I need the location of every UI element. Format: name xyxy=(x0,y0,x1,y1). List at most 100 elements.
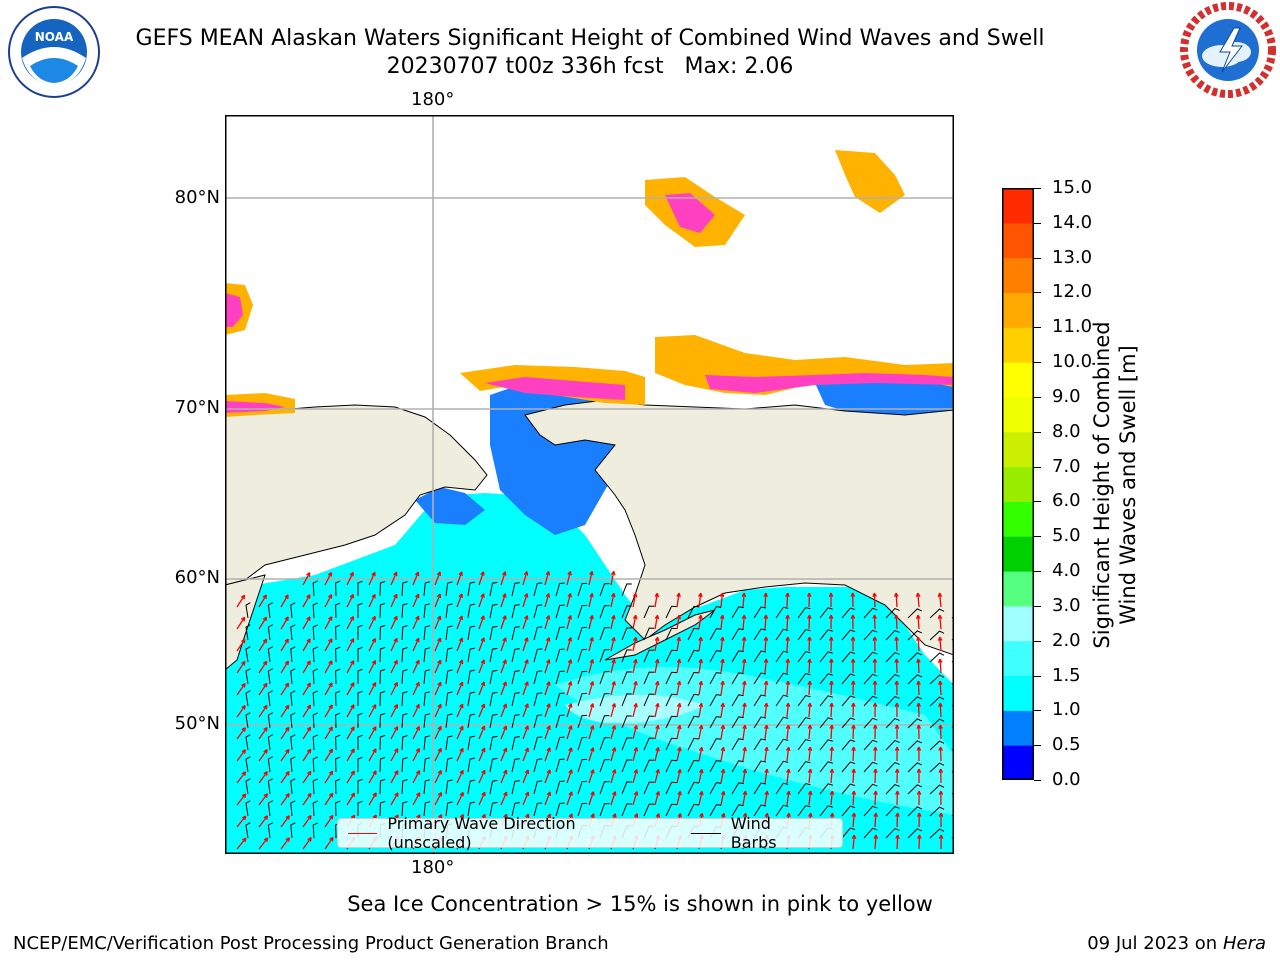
wave-direction-arrowhead xyxy=(567,659,573,664)
wind-barb xyxy=(357,624,363,641)
wind-barb xyxy=(907,608,923,619)
wave-direction-arrow xyxy=(786,636,789,652)
wind-barb xyxy=(445,625,453,641)
wave-direction-arrowhead xyxy=(241,682,246,688)
wave-direction-arrowhead xyxy=(698,636,703,642)
wave-direction-arrowhead xyxy=(873,746,878,751)
wind-barb xyxy=(357,668,363,685)
sea-ice-wrangel-pink xyxy=(225,293,243,327)
wave-direction-arrowhead xyxy=(872,724,878,729)
wave-direction-arrow xyxy=(742,703,746,718)
wind-barb xyxy=(577,802,588,817)
wave-direction-arrow xyxy=(346,638,355,652)
wave-direction-arrow xyxy=(610,703,616,718)
wind-barb xyxy=(753,760,767,773)
wave-direction-arrowhead xyxy=(764,724,769,730)
wave-direction-arrowhead xyxy=(698,658,703,664)
wave-direction-arrow xyxy=(390,748,399,762)
wind-barb xyxy=(312,712,318,729)
colorbar-cell xyxy=(1002,327,1034,363)
wave-direction-arrow xyxy=(764,592,767,608)
wave-direction-arrowhead xyxy=(937,636,943,642)
wind-barb xyxy=(467,581,476,597)
wind-barb xyxy=(401,779,408,795)
wave-direction-arrow xyxy=(676,791,681,806)
wave-direction-arrow xyxy=(456,703,464,718)
wave-direction-arrowhead xyxy=(699,790,704,796)
wave-direction-arrowhead xyxy=(263,704,268,710)
colorbar-cell xyxy=(1002,466,1034,502)
wave-direction-arrowhead xyxy=(828,636,834,641)
wave-direction-arrow xyxy=(324,616,333,630)
wind-barb xyxy=(841,827,856,839)
wave-direction-arrowhead xyxy=(307,837,312,842)
colorbar-tick-label: 13.0 xyxy=(1052,246,1093,268)
wind-barb xyxy=(643,605,655,619)
wave-direction-arrow xyxy=(874,768,877,784)
wind-barb xyxy=(467,603,476,619)
wave-direction-arrow xyxy=(786,769,790,784)
wind-barb xyxy=(555,692,565,707)
wind-barb xyxy=(863,695,878,707)
wave-direction-arrow xyxy=(698,615,702,630)
wind-barb xyxy=(885,739,900,751)
wave-direction-arrowhead xyxy=(502,571,507,576)
wave-direction-arrow xyxy=(720,791,725,806)
wind-barb xyxy=(797,804,811,817)
wave-direction-arrow xyxy=(434,615,441,630)
wave-direction-arrowhead xyxy=(241,749,247,754)
wave-direction-arrow xyxy=(939,702,942,718)
wave-direction-arrowhead xyxy=(459,703,464,709)
wave-direction-arrowhead xyxy=(916,680,921,685)
wave-direction-arrow xyxy=(522,637,528,652)
wave-direction-arrowhead xyxy=(371,660,377,665)
wave-direction-arrow xyxy=(588,791,595,806)
wind-barb xyxy=(731,672,744,685)
wave-direction-arrowhead xyxy=(742,680,747,686)
wind-barb xyxy=(797,738,811,751)
wave-direction-arrow xyxy=(654,681,659,696)
wave-direction-arrow xyxy=(324,704,333,718)
wave-direction-arrowhead xyxy=(699,812,704,818)
map-frame xyxy=(225,115,954,854)
wave-direction-arrowhead xyxy=(568,747,573,752)
wave-direction-arrowhead xyxy=(589,659,595,664)
wind-barb xyxy=(445,713,453,729)
wind-barb xyxy=(423,625,431,641)
wave-direction-arrow xyxy=(544,769,551,784)
wind-barb xyxy=(511,582,520,597)
wave-direction-arrowhead xyxy=(459,813,464,819)
wave-direction-arrow xyxy=(412,704,420,718)
wave-direction-arrowhead xyxy=(458,659,464,665)
wave-direction-arrow xyxy=(412,660,420,674)
wind-barb xyxy=(533,780,543,795)
wind-barb xyxy=(665,759,677,773)
wind-barb xyxy=(929,718,945,729)
wave-direction-arrow xyxy=(456,792,464,806)
wind-barb xyxy=(643,803,655,817)
wave-direction-arrow xyxy=(236,749,246,762)
colorbar-tick-label: 5.0 xyxy=(1052,525,1081,547)
footer-host: Hera xyxy=(1222,933,1266,954)
wave-direction-arrowhead xyxy=(437,769,442,775)
wave-direction-arrowhead xyxy=(372,704,377,709)
wind-barb xyxy=(357,756,363,773)
wind-barb xyxy=(621,759,632,773)
wave-direction-arrowhead xyxy=(263,793,269,798)
wave-direction-arrowhead xyxy=(655,702,660,708)
wave-direction-arrowhead xyxy=(742,768,748,774)
wave-direction-arrow xyxy=(786,614,789,630)
wind-barb xyxy=(267,690,274,707)
wave-direction-arrowhead xyxy=(502,637,507,642)
wave-direction-arrow xyxy=(302,616,311,630)
wave-direction-arrow xyxy=(698,791,703,806)
wave-direction-arrow xyxy=(830,680,833,696)
wind-barb xyxy=(489,757,498,773)
wave-direction-arrowhead xyxy=(917,834,922,839)
wave-direction-arrow xyxy=(873,592,876,608)
wind-barb xyxy=(775,606,789,619)
wave-direction-arrowhead xyxy=(741,658,747,664)
wave-direction-arrowhead xyxy=(241,771,247,776)
wind-barb xyxy=(245,822,251,839)
wave-direction-arrowhead xyxy=(938,790,944,795)
